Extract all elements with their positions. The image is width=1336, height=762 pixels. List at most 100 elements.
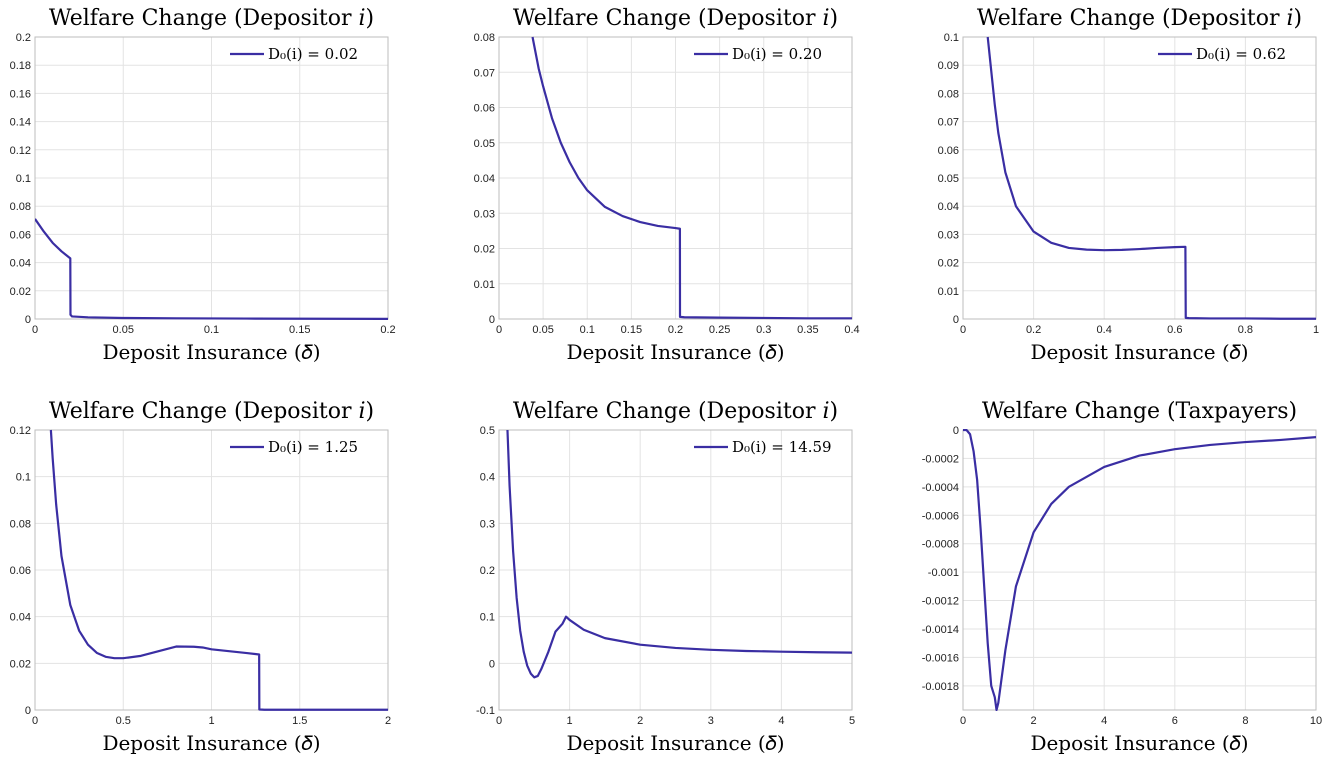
y-tick-label: 0.03 xyxy=(938,229,959,241)
y-tick-label: -0.0004 xyxy=(922,482,959,494)
y-tick-label: 0.1 xyxy=(16,472,31,484)
chart-panel-1: 0 0.05 0.1 0.15 0.2 0 0.02 0.04 0.06 0.08 0.1 0.12 0… xyxy=(10,6,396,364)
y-tick-label: -0.0014 xyxy=(922,624,959,636)
x-tick-label: 0.2 xyxy=(1026,324,1041,336)
x-tick-label: 0.2 xyxy=(668,324,683,336)
legend-label: D₀(i) = 0.20 xyxy=(732,45,822,63)
y-tick-label: 0.06 xyxy=(10,565,31,577)
x-axis-label: Deposit Insurance (𝛿) xyxy=(1030,340,1248,364)
y-tick-label: 0.4 xyxy=(480,472,495,484)
x-tick-label: 0.15 xyxy=(289,324,310,336)
y-tick-label: 0.04 xyxy=(10,612,31,624)
series-line xyxy=(49,429,388,711)
x-tick-label: 0.25 xyxy=(709,324,730,336)
x-tick-label: 0 xyxy=(496,715,502,727)
y-tick-label: -0.0016 xyxy=(922,652,959,664)
x-tick-label: 0.4 xyxy=(1097,324,1112,336)
x-tick-label: 0.2 xyxy=(380,324,395,336)
y-tick-label: 0.04 xyxy=(10,258,31,270)
x-tick-label: 0.15 xyxy=(621,324,642,336)
plot-border xyxy=(498,429,853,711)
y-tick-label: 0.07 xyxy=(474,67,495,79)
y-tick-label: -0.1 xyxy=(476,705,495,717)
legend-label: D₀(i) = 0.62 xyxy=(1196,45,1286,63)
chart-panel-2: 0 0.05 0.1 0.15 0.2 0.25 0.3 0.35 0.4 0 0.01 0.02 0.… xyxy=(474,6,860,364)
chart-title: Welfare Change (Depositor 𝑖) xyxy=(513,399,838,424)
x-tick-label: 5 xyxy=(849,715,855,727)
plot-border xyxy=(34,429,389,711)
y-tick-label: 0.08 xyxy=(938,88,959,100)
chart-panel-4: 0 0.5 1 1.5 2 0 0.02 0.04 0.06 0.08 0.1 0.12 Welfare… xyxy=(10,399,391,755)
y-tick-label: 0.16 xyxy=(10,88,31,100)
x-tick-label: 1.5 xyxy=(292,715,307,727)
y-tick-label: 0.1 xyxy=(944,32,959,44)
y-tick-label: 0.07 xyxy=(938,117,959,129)
x-tick-label: 0.3 xyxy=(756,324,771,336)
y-tick-label: 0 xyxy=(953,425,959,437)
y-tick-label: 0.02 xyxy=(10,286,31,298)
chart-title: Welfare Change (Depositor 𝑖) xyxy=(49,399,374,424)
chart-panel-3: 0 0.2 0.4 0.6 0.8 1 0 0.01 0.02 0.03 0.04 0.05 0.06 0… xyxy=(938,6,1319,364)
y-tick-label: 0.2 xyxy=(16,32,31,44)
y-tick-label: 0.18 xyxy=(10,60,31,72)
y-tick-label: 0.06 xyxy=(474,103,495,115)
x-tick-label: 4 xyxy=(778,715,784,727)
series-line xyxy=(531,36,852,320)
x-tick-label: 10 xyxy=(1310,715,1322,727)
x-tick-label: 0 xyxy=(496,324,502,336)
y-tick-label: 0.02 xyxy=(10,658,31,670)
x-tick-label: 1 xyxy=(208,715,214,727)
plot-border xyxy=(962,429,1317,711)
y-tick-label: 0.02 xyxy=(938,258,959,270)
y-tick-label: 0.04 xyxy=(474,173,495,185)
y-tick-label: 0.08 xyxy=(10,201,31,213)
x-tick-label: 8 xyxy=(1242,715,1248,727)
x-tick-label: 6 xyxy=(1172,715,1178,727)
series-line xyxy=(35,218,388,320)
x-tick-label: 0.6 xyxy=(1167,324,1182,336)
x-tick-label: 2 xyxy=(1031,715,1037,727)
x-tick-label: 0.4 xyxy=(844,324,859,336)
x-tick-label: 0.8 xyxy=(1238,324,1253,336)
y-tick-label: 0.3 xyxy=(480,518,495,530)
y-tick-label: 0.05 xyxy=(938,173,959,185)
x-tick-label: 0 xyxy=(960,324,966,336)
y-tick-label: -0.0012 xyxy=(922,596,959,608)
x-tick-label: 1 xyxy=(1313,324,1319,336)
x-axis-label: Deposit Insurance (𝛿) xyxy=(1030,731,1248,755)
y-tick-label: 0.1 xyxy=(480,612,495,624)
x-axis-label: Deposit Insurance (𝛿) xyxy=(566,731,784,755)
x-tick-label: 3 xyxy=(708,715,714,727)
x-tick-label: 0.05 xyxy=(113,324,134,336)
y-tick-label: 0.12 xyxy=(10,145,31,157)
y-tick-label: 0.12 xyxy=(10,425,31,437)
x-tick-label: 0.35 xyxy=(797,324,818,336)
y-tick-label: 0.14 xyxy=(10,117,31,129)
y-tick-label: -0.0006 xyxy=(922,510,959,522)
y-tick-label: -0.0018 xyxy=(922,681,959,693)
y-tick-label: 0.5 xyxy=(480,425,495,437)
y-tick-label: 0 xyxy=(489,658,495,670)
y-tick-label: 0 xyxy=(489,314,495,326)
y-tick-label: 0 xyxy=(953,314,959,326)
chart-title: Welfare Change (Depositor 𝑖) xyxy=(513,6,838,31)
y-tick-label: 0.1 xyxy=(16,173,31,185)
x-axis-label: Deposit Insurance (𝛿) xyxy=(102,340,320,364)
x-tick-label: 0.1 xyxy=(204,324,219,336)
chart-panel-6: 0 2 4 6 8 10 0 -0.0002 -0.0004 -0.0006 -0.0008 -0.0… xyxy=(922,399,1322,755)
y-tick-label: 0.04 xyxy=(938,201,959,213)
x-tick-label: 0 xyxy=(32,715,38,727)
chart-title: Welfare Change (Depositor 𝑖) xyxy=(977,6,1302,31)
x-tick-label: 0.5 xyxy=(116,715,131,727)
y-tick-label: -0.001 xyxy=(928,567,959,579)
plot-border xyxy=(498,36,853,320)
y-tick-label: -0.0008 xyxy=(922,539,959,551)
y-tick-label: 0.01 xyxy=(474,279,495,291)
x-axis-label: Deposit Insurance (𝛿) xyxy=(102,731,320,755)
y-tick-label: 0.02 xyxy=(474,244,495,256)
x-tick-label: 1 xyxy=(567,715,573,727)
y-tick-label: 0.09 xyxy=(938,60,959,72)
x-tick-label: 0.1 xyxy=(580,324,595,336)
chart-title: Welfare Change (Taxpayers) xyxy=(982,399,1297,424)
